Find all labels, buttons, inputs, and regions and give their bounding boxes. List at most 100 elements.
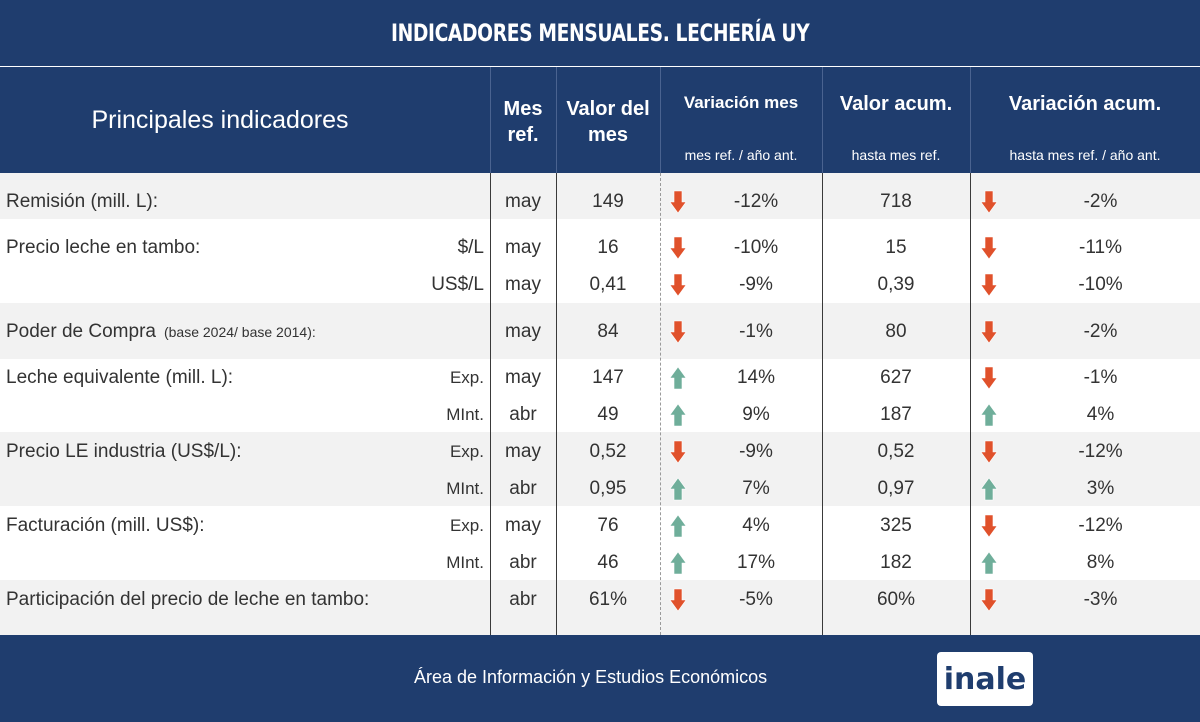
- arrow-up-icon: [980, 476, 998, 500]
- row-valor-acum: 718: [880, 190, 912, 212]
- row-valor-acum: 0,39: [877, 273, 915, 295]
- column-divider: [660, 173, 661, 635]
- row-var-mes-arrow: [666, 470, 690, 507]
- row-unit: [400, 313, 484, 350]
- row-mes-ref: may: [505, 366, 541, 388]
- row-variacion-mes: 17%: [736, 551, 776, 573]
- arrow-down-icon: [980, 588, 998, 612]
- row-valor-acum: 0,97: [877, 477, 915, 499]
- arrow-up-icon: [669, 550, 687, 574]
- row-variacion-mes: 7%: [742, 477, 770, 499]
- inale-logo: inale: [937, 652, 1033, 706]
- row-mes-ref: may: [505, 320, 541, 342]
- row-variacion-mes: -9%: [739, 273, 773, 295]
- row-var-acum-arrow: [977, 581, 1001, 618]
- row-label: Participación del precio de leche en tam…: [6, 581, 426, 618]
- arrow-down-icon: [980, 514, 998, 538]
- row-valor-acum: 187: [880, 403, 912, 425]
- row-variacion-mes: -10%: [733, 236, 779, 258]
- row-label: Remisión (mill. L):: [6, 183, 426, 220]
- table-body: Remisión (mill. L): may 149 -12% 718 -2% Preci…: [0, 173, 1200, 635]
- header-valor-acum: Valor acum. hasta mes ref.: [822, 67, 970, 173]
- row-label: [6, 266, 426, 303]
- row-mes-ref: may: [505, 440, 541, 462]
- row-valor-acum: 182: [880, 551, 912, 573]
- arrow-down-icon: [669, 320, 687, 344]
- row-label: Facturación (mill. US$):: [6, 507, 426, 544]
- row-var-acum-arrow: [977, 229, 1001, 266]
- row-var-mes-arrow: [666, 313, 690, 350]
- row-var-mes-arrow: [666, 359, 690, 396]
- row-label-text: Precio LE industria (US$/L):: [6, 440, 242, 462]
- arrow-down-icon: [980, 190, 998, 214]
- header-divider: [822, 67, 823, 173]
- row-var-mes-arrow: [666, 544, 690, 581]
- row-mes-ref: abr: [509, 551, 537, 573]
- table-row: Precio LE industria (US$/L): Exp. may 0,52 -…: [0, 433, 1200, 470]
- header-valor-acum-title: Valor acum.: [839, 93, 953, 115]
- row-variacion-mes: 9%: [742, 403, 770, 425]
- row-mes-ref: abr: [509, 403, 537, 425]
- header-variacion-mes-sub: mes ref. / año ant.: [684, 147, 798, 163]
- row-shade-band: [0, 173, 1200, 219]
- table-row: MInt. abr 46 17% 182 8%: [0, 544, 1200, 581]
- arrow-up-icon: [980, 402, 998, 426]
- header-valor-line2: mes: [587, 124, 629, 146]
- row-shade-band: [0, 432, 1200, 506]
- table-row: Poder de Compra (base 2024/ base 2014): ma…: [0, 313, 1200, 350]
- arrow-up-icon: [669, 513, 687, 537]
- arrow-down-icon: [669, 236, 687, 260]
- footer-text: Área de Información y Estudios Económico…: [414, 667, 768, 687]
- header-divider: [490, 67, 491, 173]
- row-valor-acum: 627: [880, 366, 912, 388]
- arrow-down-icon: [669, 440, 687, 464]
- footer: Área de Información y Estudios Económico…: [0, 635, 1200, 722]
- header-divider: [970, 67, 971, 173]
- row-var-acum-arrow: [977, 313, 1001, 350]
- row-valor-mes: 16: [597, 236, 619, 258]
- row-var-mes-arrow: [666, 266, 690, 303]
- row-var-acum-arrow: [977, 433, 1001, 470]
- column-divider: [556, 173, 557, 635]
- header-variacion-mes-title: Variación mes: [683, 93, 799, 112]
- header-divider: [660, 67, 661, 173]
- row-var-acum-arrow: [977, 359, 1001, 396]
- row-valor-mes: 147: [592, 366, 624, 388]
- row-label-text: Poder de Compra: [6, 320, 156, 342]
- header-valor-mes: Valor del mes: [556, 67, 660, 173]
- row-unit: [400, 183, 484, 220]
- row-variacion-acum: 4%: [1086, 403, 1115, 425]
- header-variacion-mes: Variación mes mes ref. / año ant.: [660, 67, 822, 173]
- row-variacion-mes: -9%: [739, 440, 773, 462]
- row-unit: Exp.: [449, 367, 484, 387]
- row-valor-acum: 325: [880, 514, 912, 536]
- arrow-up-icon: [669, 476, 687, 500]
- row-var-acum-arrow: [977, 470, 1001, 507]
- header-mes-ref-line2: ref.: [507, 124, 539, 146]
- row-unit: Exp.: [449, 515, 484, 535]
- row-valor-acum: 0,52: [877, 440, 915, 462]
- arrow-down-icon: [980, 320, 998, 344]
- row-shade-band: [0, 580, 1200, 635]
- row-label: Precio leche en tambo:: [6, 229, 426, 266]
- row-mes-ref: abr: [509, 588, 537, 610]
- header-variacion-acum-sub: hasta mes ref. / año ant.: [1009, 147, 1161, 163]
- table-header: Principales indicadores Mes ref. Valor d…: [0, 67, 1200, 173]
- row-valor-mes: 0,95: [589, 477, 627, 499]
- row-valor-mes: 84: [597, 320, 619, 342]
- row-var-acum-arrow: [977, 507, 1001, 544]
- arrow-up-icon: [669, 402, 687, 426]
- arrow-down-icon: [669, 190, 687, 214]
- row-label-text: Leche equivalente (mill. L):: [6, 366, 234, 388]
- row-label-text: Facturación (mill. US$):: [6, 514, 205, 536]
- row-variacion-acum: -10%: [1078, 273, 1123, 295]
- row-variacion-acum: -3%: [1083, 588, 1118, 610]
- row-var-acum-arrow: [977, 266, 1001, 303]
- header-mes-ref: Mes ref.: [490, 67, 556, 173]
- row-variacion-acum: -2%: [1083, 190, 1118, 212]
- row-valor-acum: 15: [885, 236, 907, 258]
- row-label-note: (base 2024/ base 2014):: [163, 323, 316, 340]
- row-valor-mes: 76: [597, 514, 619, 536]
- table-title-text: INDICADORES MENSUALES. LECHERÍA UY: [390, 19, 810, 47]
- row-valor-mes: 0,41: [589, 273, 627, 295]
